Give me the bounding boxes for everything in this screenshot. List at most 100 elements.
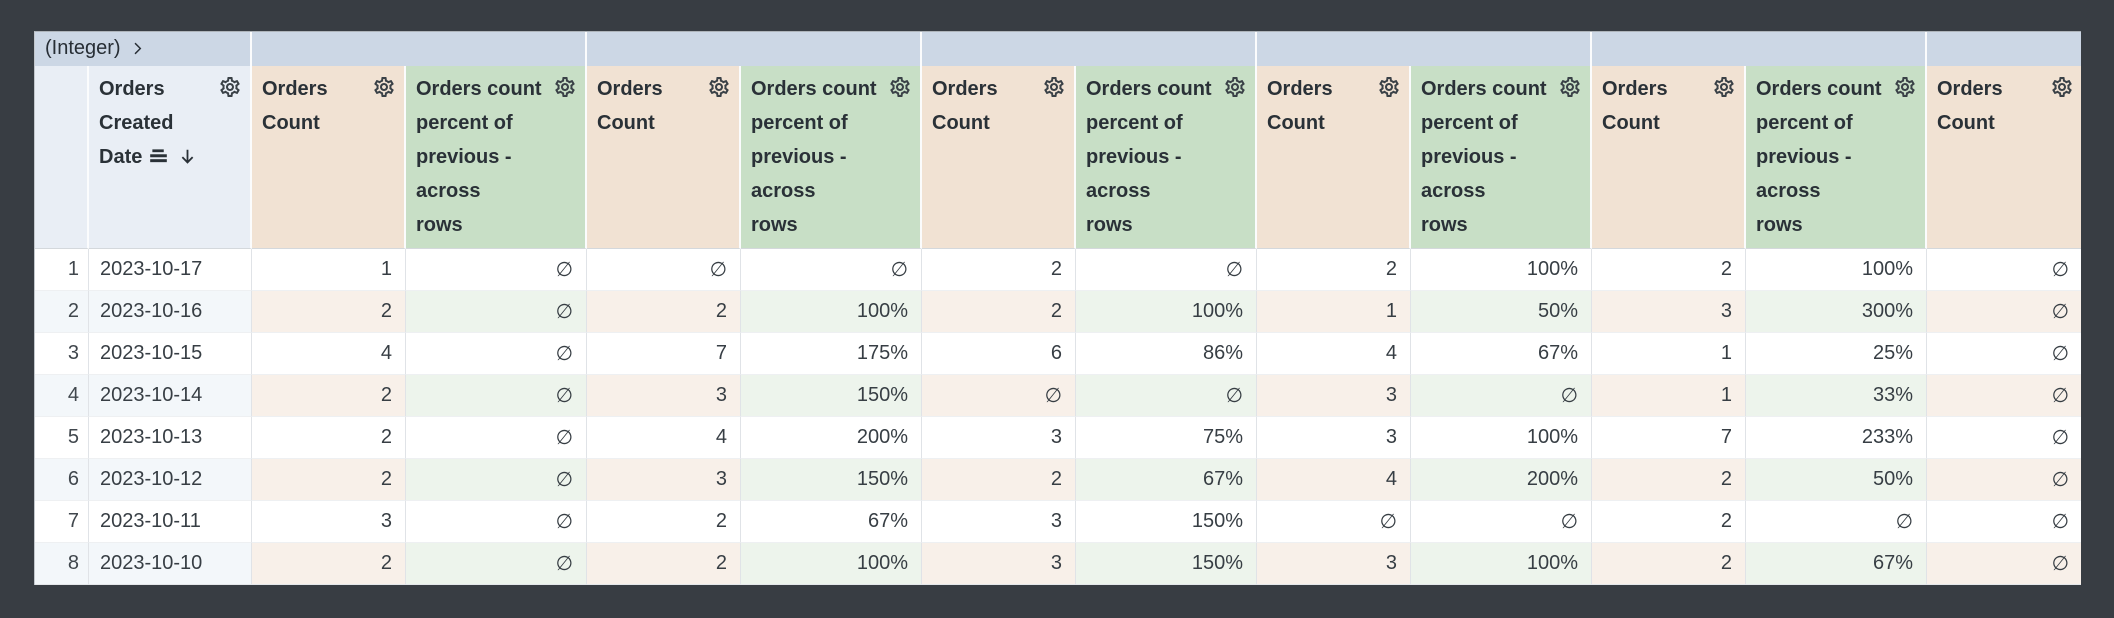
null-cell[interactable]: ∅	[1076, 249, 1257, 291]
null-cell[interactable]: ∅	[1411, 375, 1592, 417]
null-cell[interactable]: ∅	[406, 417, 587, 459]
column-header-orders_count_percent_of_previous_2[interactable]: Orders count percent of previous - across ro…	[741, 66, 922, 249]
cell-orders_count_4[interactable]: 4	[1257, 459, 1411, 501]
null-cell[interactable]: ∅	[1927, 291, 2081, 333]
cell-orders_count_percent_of_previous_4[interactable]: 100%	[1411, 417, 1592, 459]
null-cell[interactable]: ∅	[1927, 543, 2081, 585]
null-cell[interactable]: ∅	[1927, 249, 2081, 291]
column-header-orders_count_3[interactable]: Orders Count	[922, 66, 1076, 249]
gear-icon[interactable]	[218, 75, 242, 99]
pivot-value-cell[interactable]	[1592, 32, 1927, 66]
null-cell[interactable]: ∅	[406, 543, 587, 585]
cell-orders_count_percent_of_previous_3[interactable]: 75%	[1076, 417, 1257, 459]
cell-orders_created_date[interactable]: 2023-10-11	[89, 501, 252, 543]
cell-orders_count_1[interactable]: 3	[252, 501, 406, 543]
cell-orders_count_percent_of_previous_5[interactable]: 25%	[1746, 333, 1927, 375]
cell-orders_count_percent_of_previous_5[interactable]: 50%	[1746, 459, 1927, 501]
cell-orders_count_3[interactable]: 3	[922, 543, 1076, 585]
cell-orders_count_3[interactable]: 2	[922, 249, 1076, 291]
cell-orders_count_1[interactable]: 2	[252, 459, 406, 501]
column-header-orders_count_6[interactable]: Orders Count	[1927, 66, 2081, 249]
null-cell[interactable]: ∅	[1927, 333, 2081, 375]
cell-orders_count_5[interactable]: 2	[1592, 249, 1746, 291]
cell-orders_count_1[interactable]: 2	[252, 375, 406, 417]
cell-orders_count_2[interactable]: 7	[587, 333, 741, 375]
cell-orders_count_percent_of_previous_4[interactable]: 100%	[1411, 249, 1592, 291]
cell-orders_count_percent_of_previous_4[interactable]: 50%	[1411, 291, 1592, 333]
null-cell[interactable]: ∅	[587, 249, 741, 291]
null-cell[interactable]: ∅	[406, 375, 587, 417]
cell-orders_created_date[interactable]: 2023-10-15	[89, 333, 252, 375]
cell-orders_count_percent_of_previous_4[interactable]: 67%	[1411, 333, 1592, 375]
null-cell[interactable]: ∅	[1927, 417, 2081, 459]
column-header-orders_count_percent_of_previous_1[interactable]: Orders count percent of previous - across ro…	[406, 66, 587, 249]
cell-orders_count_4[interactable]: 4	[1257, 333, 1411, 375]
cell-orders_count_5[interactable]: 2	[1592, 501, 1746, 543]
column-header-orders_count_percent_of_previous_5[interactable]: Orders count percent of previous - across ro…	[1746, 66, 1927, 249]
null-cell[interactable]: ∅	[1076, 375, 1257, 417]
column-header-orders_count_5[interactable]: Orders Count	[1592, 66, 1746, 249]
cell-orders_count_3[interactable]: 3	[922, 501, 1076, 543]
column-header-orders_created_date[interactable]: Orders Created Date	[89, 66, 252, 249]
gear-icon[interactable]	[2050, 75, 2074, 99]
null-cell[interactable]: ∅	[1927, 501, 2081, 543]
cell-orders_count_2[interactable]: 3	[587, 459, 741, 501]
cell-orders_count_percent_of_previous_3[interactable]: 86%	[1076, 333, 1257, 375]
null-cell[interactable]: ∅	[406, 333, 587, 375]
column-header-orders_count_percent_of_previous_3[interactable]: Orders count percent of previous - across ro…	[1076, 66, 1257, 249]
null-cell[interactable]: ∅	[406, 291, 587, 333]
cell-orders_created_date[interactable]: 2023-10-12	[89, 459, 252, 501]
gear-icon[interactable]	[707, 75, 731, 99]
cell-orders_count_5[interactable]: 7	[1592, 417, 1746, 459]
gear-icon[interactable]	[1042, 75, 1066, 99]
cell-orders_created_date[interactable]: 2023-10-14	[89, 375, 252, 417]
cell-orders_created_date[interactable]: 2023-10-10	[89, 543, 252, 585]
cell-orders_count_5[interactable]: 2	[1592, 459, 1746, 501]
null-cell[interactable]: ∅	[406, 249, 587, 291]
gear-icon[interactable]	[1893, 75, 1917, 99]
null-cell[interactable]: ∅	[922, 375, 1076, 417]
gear-icon[interactable]	[553, 75, 577, 99]
column-header-orders_count_2[interactable]: Orders Count	[587, 66, 741, 249]
gear-icon[interactable]	[372, 75, 396, 99]
null-cell[interactable]: ∅	[1411, 501, 1592, 543]
cell-orders_count_2[interactable]: 2	[587, 543, 741, 585]
cell-orders_count_percent_of_previous_2[interactable]: 175%	[741, 333, 922, 375]
cell-orders_count_2[interactable]: 2	[587, 291, 741, 333]
cell-orders_count_percent_of_previous_4[interactable]: 200%	[1411, 459, 1592, 501]
pivot-value-cell[interactable]	[587, 32, 922, 66]
cell-orders_count_4[interactable]: 3	[1257, 543, 1411, 585]
cell-orders_count_5[interactable]: 2	[1592, 543, 1746, 585]
cell-orders_count_percent_of_previous_2[interactable]: 200%	[741, 417, 922, 459]
cell-orders_count_percent_of_previous_3[interactable]: 150%	[1076, 543, 1257, 585]
cell-orders_count_4[interactable]: 1	[1257, 291, 1411, 333]
cell-orders_count_percent_of_previous_3[interactable]: 150%	[1076, 501, 1257, 543]
cell-orders_count_3[interactable]: 3	[922, 417, 1076, 459]
gear-icon[interactable]	[1712, 75, 1736, 99]
cell-orders_created_date[interactable]: 2023-10-13	[89, 417, 252, 459]
cell-orders_count_1[interactable]: 1	[252, 249, 406, 291]
chevron-right-icon[interactable]	[129, 40, 146, 57]
cell-orders_count_1[interactable]: 2	[252, 417, 406, 459]
pivot-value-cell[interactable]	[1257, 32, 1592, 66]
cell-orders_count_percent_of_previous_5[interactable]: 67%	[1746, 543, 1927, 585]
cell-orders_count_5[interactable]: 3	[1592, 291, 1746, 333]
pivot-value-cell[interactable]	[922, 32, 1257, 66]
cell-orders_count_percent_of_previous_5[interactable]: 33%	[1746, 375, 1927, 417]
gear-icon[interactable]	[1377, 75, 1401, 99]
cell-orders_created_date[interactable]: 2023-10-16	[89, 291, 252, 333]
cell-orders_count_percent_of_previous_5[interactable]: 100%	[1746, 249, 1927, 291]
cell-orders_count_percent_of_previous_2[interactable]: 150%	[741, 375, 922, 417]
cell-orders_count_4[interactable]: 2	[1257, 249, 1411, 291]
pivot-header-cell[interactable]: (Integer)	[35, 32, 252, 66]
cell-orders_count_1[interactable]: 2	[252, 291, 406, 333]
cell-orders_count_percent_of_previous_2[interactable]: 100%	[741, 543, 922, 585]
gear-icon[interactable]	[1223, 75, 1247, 99]
pivot-value-cell[interactable]	[252, 32, 587, 66]
cell-orders_count_4[interactable]: 3	[1257, 375, 1411, 417]
column-header-orders_count_4[interactable]: Orders Count	[1257, 66, 1411, 249]
null-cell[interactable]: ∅	[1927, 375, 2081, 417]
null-cell[interactable]: ∅	[406, 501, 587, 543]
column-header-orders_count_percent_of_previous_4[interactable]: Orders count percent of previous - across ro…	[1411, 66, 1592, 249]
gear-icon[interactable]	[1558, 75, 1582, 99]
